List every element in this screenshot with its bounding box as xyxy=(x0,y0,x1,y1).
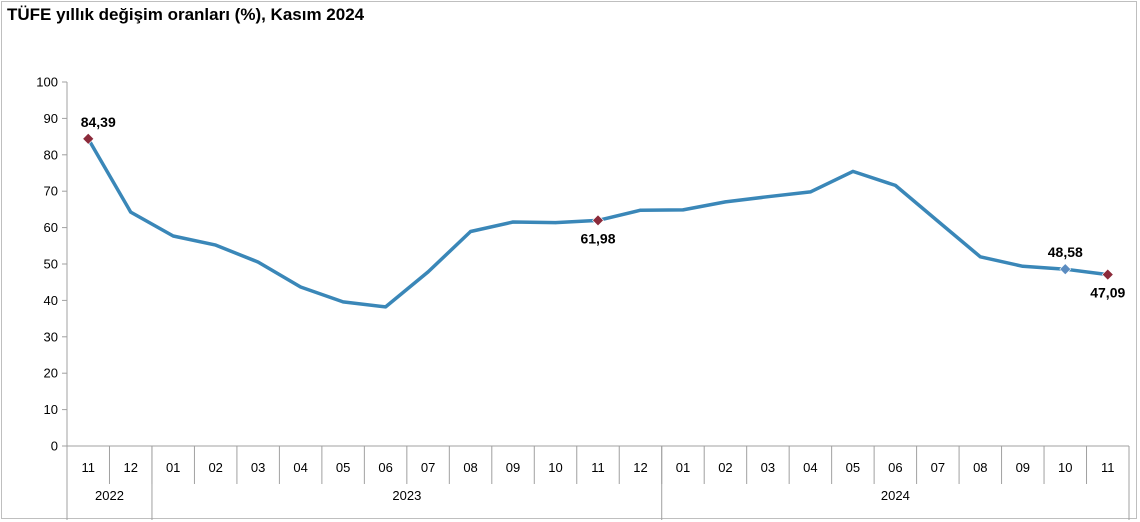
x-tick-label: 04 xyxy=(803,460,817,475)
data-point xyxy=(554,221,558,225)
x-tick-label: 07 xyxy=(931,460,945,475)
y-tick-label: 90 xyxy=(44,111,58,126)
x-tick-label: 05 xyxy=(336,460,350,475)
data-point xyxy=(978,255,982,259)
x-tick-label: 03 xyxy=(251,460,265,475)
data-point xyxy=(808,190,812,194)
y-tick-label: 10 xyxy=(44,402,58,417)
x-group-label: 2024 xyxy=(881,488,910,503)
y-tick-label: 40 xyxy=(44,293,58,308)
x-tick-label: 02 xyxy=(208,460,222,475)
data-label: 84,39 xyxy=(81,114,116,130)
y-tick-label: 70 xyxy=(44,184,58,199)
x-tick-label: 03 xyxy=(761,460,775,475)
x-group-label: 2022 xyxy=(95,488,124,503)
data-point xyxy=(384,305,388,309)
x-tick-label: 08 xyxy=(463,460,477,475)
x-tick-label: 01 xyxy=(676,460,690,475)
data-point xyxy=(1021,264,1025,268)
x-tick-label: 06 xyxy=(888,460,902,475)
data-point xyxy=(469,229,473,233)
data-point xyxy=(256,260,260,264)
x-tick-label: 09 xyxy=(1016,460,1030,475)
data-point xyxy=(171,234,175,238)
x-tick-label: 05 xyxy=(846,460,860,475)
x-tick-label: 07 xyxy=(421,460,435,475)
data-marker xyxy=(82,132,95,145)
x-group-label: 2023 xyxy=(392,488,421,503)
x-tick-label: 04 xyxy=(293,460,307,475)
y-tick-label: 20 xyxy=(44,366,58,381)
y-tick-label: 60 xyxy=(44,220,58,235)
x-tick-label: 11 xyxy=(591,460,605,475)
y-tick-label: 0 xyxy=(51,439,58,454)
y-tick-label: 50 xyxy=(44,257,58,272)
data-point xyxy=(214,243,218,247)
x-tick-label: 01 xyxy=(166,460,180,475)
x-tick-label: 12 xyxy=(123,460,137,475)
data-point xyxy=(341,300,345,304)
x-tick-label: 02 xyxy=(718,460,732,475)
x-tick-label: 11 xyxy=(1101,460,1115,475)
data-point xyxy=(129,210,133,214)
x-tick-label: 08 xyxy=(973,460,987,475)
chart-title: TÜFE yıllık değişim oranları (%), Kasım … xyxy=(7,5,365,24)
data-point xyxy=(511,220,515,224)
x-tick-label: 09 xyxy=(506,460,520,475)
data-label: 61,98 xyxy=(580,230,615,246)
data-point xyxy=(893,183,897,187)
data-label: 48,58 xyxy=(1048,244,1083,260)
data-label: 47,09 xyxy=(1090,285,1125,301)
data-marker xyxy=(592,214,604,227)
data-marker xyxy=(1101,268,1114,281)
y-tick-label: 100 xyxy=(36,75,58,90)
x-tick-label: 12 xyxy=(633,460,647,475)
data-point xyxy=(851,169,855,173)
data-point xyxy=(723,200,727,204)
data-point xyxy=(936,219,940,223)
data-point xyxy=(681,208,685,212)
data-point xyxy=(638,208,642,212)
data-point xyxy=(299,285,303,289)
x-tick-label: 10 xyxy=(548,460,562,475)
y-tick-label: 30 xyxy=(44,329,58,344)
x-tick-label: 06 xyxy=(378,460,392,475)
data-marker xyxy=(1059,263,1072,276)
data-point xyxy=(766,195,770,199)
x-tick-label: 10 xyxy=(1058,460,1072,475)
x-tick-label: 11 xyxy=(81,460,95,475)
y-tick-label: 80 xyxy=(44,147,58,162)
data-point xyxy=(426,270,430,274)
